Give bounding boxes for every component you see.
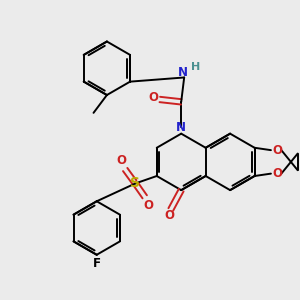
Text: O: O [148, 92, 158, 104]
Text: O: O [272, 144, 283, 157]
Text: H: H [191, 62, 200, 72]
Text: F: F [93, 256, 101, 270]
Text: N: N [178, 66, 188, 79]
Text: O: O [117, 154, 127, 167]
Text: N: N [176, 121, 186, 134]
Text: S: S [130, 176, 140, 190]
Text: O: O [144, 199, 154, 212]
Text: O: O [272, 167, 283, 180]
Text: O: O [164, 209, 174, 223]
